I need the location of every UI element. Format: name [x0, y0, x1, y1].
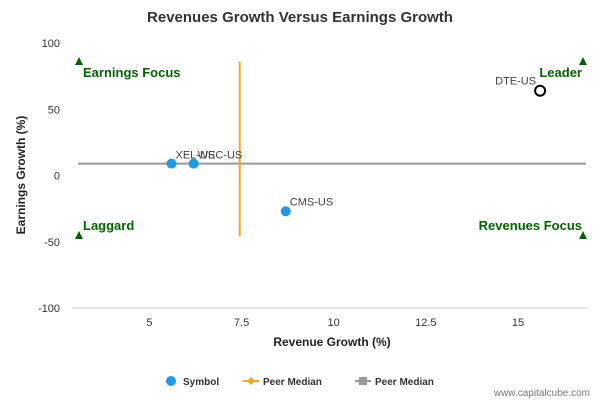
data-point [280, 206, 291, 217]
y-axis-label: Earnings Growth (%) [14, 116, 28, 235]
chart-title: Revenues Growth Versus Earnings Growth [147, 9, 453, 26]
triangle-top-left [75, 57, 83, 65]
triangle-bottom-left [75, 231, 83, 239]
legend-diamond-marker [247, 377, 255, 385]
quadrant-label-revenues-focus: Revenues Focus [479, 218, 582, 233]
data-point-label: XEL-US [176, 150, 216, 162]
legend-item-label: Peer Median [263, 377, 322, 388]
credit-text: www.capitalcube.com [493, 388, 590, 399]
y-tick-label: -100 [38, 303, 60, 315]
x-tick-label: 12.5 [415, 317, 436, 329]
data-point [188, 158, 199, 169]
legend: Symbol Peer Median Peer Median [166, 376, 434, 388]
x-tick-label: 10 [328, 317, 340, 329]
triangle-bottom-right [579, 231, 587, 239]
x-tick-label: 15 [512, 317, 524, 329]
plot-area: 5 7.5 10 12.5 15 100 50 0 -50 -100 Earnings Focus L… [38, 38, 588, 329]
quadrant-label-earnings-focus: Earnings Focus [83, 65, 181, 80]
data-point-label: WEC-US [198, 150, 243, 162]
quadrant-label-laggard: Laggard [83, 218, 134, 233]
legend-symbol-marker [166, 376, 176, 386]
triangle-top-right [579, 57, 587, 65]
y-tick-label: -50 [44, 237, 60, 249]
y-tick-label: 50 [48, 104, 60, 116]
data-point-label: CMS-US [290, 196, 333, 208]
legend-item-label: Symbol [183, 377, 219, 388]
data-point-label: DTE-US [495, 76, 536, 88]
legend-item-label: Peer Median [375, 377, 434, 388]
x-tick-label: 5 [146, 317, 152, 329]
x-tick-label: 7.5 [234, 317, 249, 329]
legend-square-marker [359, 377, 367, 385]
y-tick-label: 0 [54, 171, 60, 183]
data-point [534, 84, 547, 97]
quadrant-label-leader: Leader [539, 65, 582, 80]
y-tick-label: 100 [42, 38, 60, 50]
x-axis-label: Revenue Growth (%) [273, 335, 390, 349]
data-point [166, 158, 177, 169]
